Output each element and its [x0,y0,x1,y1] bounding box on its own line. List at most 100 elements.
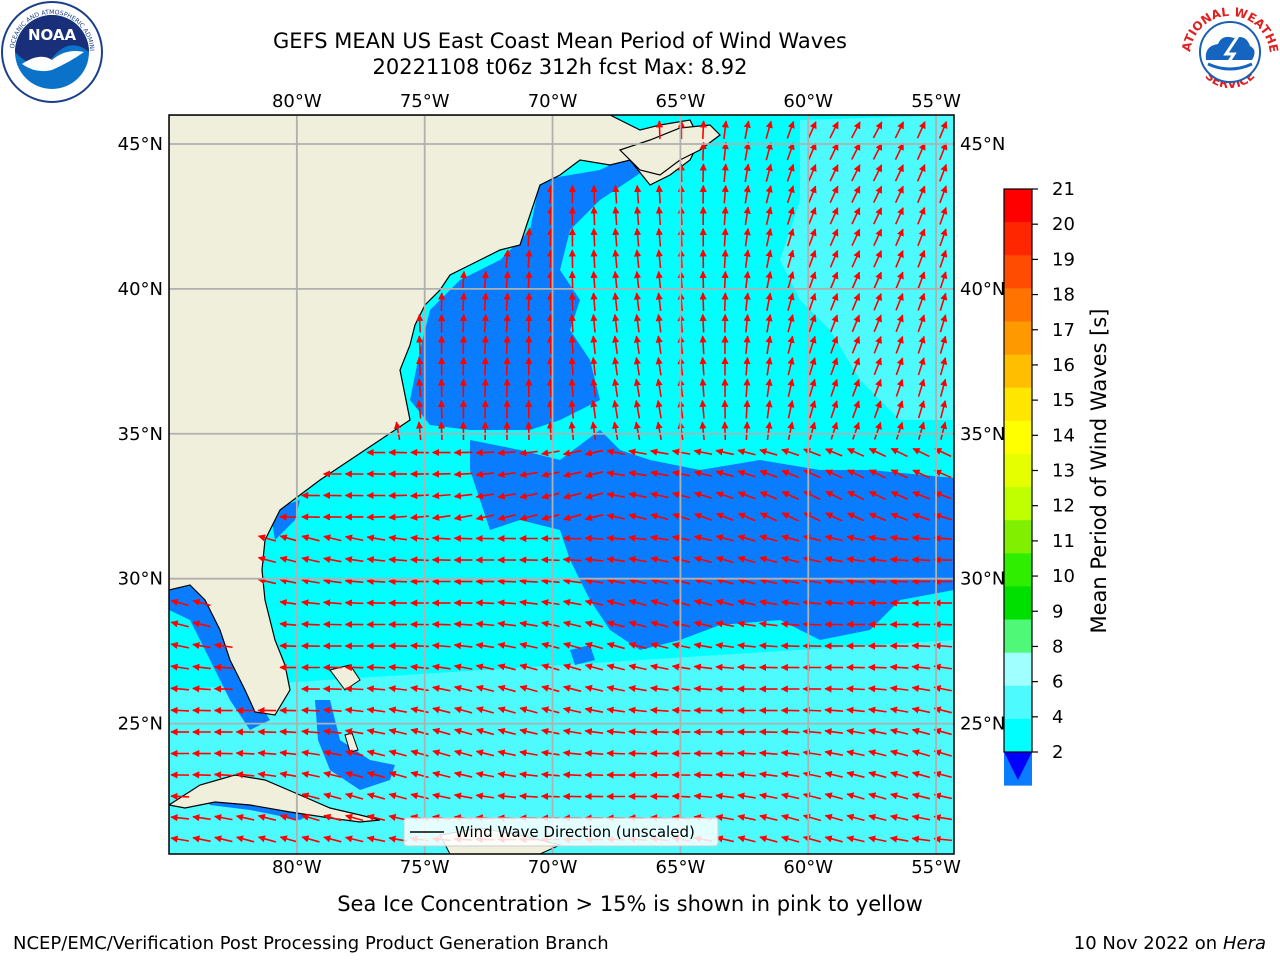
wind-wave-arrow [431,470,451,478]
wind-wave-arrow [917,378,926,397]
colorbar-tick-label: 21 [1052,179,1075,200]
wind-wave-arrow [519,771,538,779]
wind-wave-arrow [568,356,576,376]
wind-wave-arrow [721,292,729,312]
wind-wave-arrow [633,335,641,355]
wind-wave-arrow [213,771,233,779]
wind-wave-arrow [721,206,729,226]
wind-wave-arrow [867,663,887,672]
wind-wave-arrow [279,728,299,736]
wind-wave-arrow [808,400,817,419]
wind-wave-arrow [366,685,386,693]
wind-wave-arrow [829,142,839,160]
lat-tick-label: 45°N [960,134,1005,155]
wind-wave-arrow [415,421,424,441]
wind-wave-arrow [808,249,817,268]
wind-wave-arrow [829,207,839,225]
wind-wave-arrow [808,185,817,204]
wind-wave-arrow [851,271,861,290]
wind-wave-arrow [889,663,909,671]
wind-wave-arrow [873,378,882,397]
wind-wave-arrow [344,534,364,542]
wind-wave-arrow [765,356,773,376]
wind-wave-arrow [917,292,926,311]
wind-wave-arrow [497,492,516,500]
wind-wave-arrow [917,421,926,440]
wind-wave-arrow [584,492,604,500]
map-frame [168,114,955,855]
wind-wave-arrow [432,792,451,800]
wind-wave-arrow [540,449,560,457]
wind-wave-arrow [584,663,604,671]
wind-wave-arrow [257,728,277,736]
wind-wave-arrow [933,749,952,757]
wind-wave-arrow [671,663,691,671]
wind-wave-arrow [634,206,642,226]
wind-wave-arrow [939,357,948,376]
wind-wave-arrow [846,534,865,542]
wind-wave-arrow [475,706,495,714]
wind-wave-arrow [894,207,904,225]
wind-wave-arrow [825,469,843,479]
wind-wave-arrow [170,598,189,607]
lat-tick-label: 25°N [118,714,163,735]
colorbar-tick-label: 20 [1052,214,1075,235]
wind-wave-arrow [416,378,424,398]
wind-wave-arrow [214,814,233,822]
wind-wave-arrow [279,555,298,563]
wind-wave-arrow [547,184,555,204]
wind-wave-arrow [606,663,625,671]
wind-wave-arrow [415,399,424,419]
wind-wave-arrow [388,534,408,542]
wind-wave-arrow [213,685,233,693]
wind-wave-arrow [787,378,795,397]
wind-wave-arrow [912,469,930,479]
lon-tick-label: 70°W [528,857,578,878]
wind-wave-arrow [540,599,560,607]
wind-wave-arrow [872,142,883,160]
wind-wave-arrow [431,534,451,542]
wind-wave-arrow [366,513,386,521]
colorbar-tick-label: 2 [1052,742,1063,763]
lat-tick-label: 45°N [118,134,163,155]
wind-wave-arrow [563,641,582,650]
wind-wave-arrow [809,421,817,440]
wind-wave-arrow [279,835,298,843]
wind-wave-arrow [693,491,713,499]
wind-wave-arrow [475,792,495,800]
wind-wave-arrow [808,206,817,225]
wind-wave-arrow [890,770,909,779]
wind-wave-arrow [453,534,473,543]
wind-wave-arrow [737,771,756,779]
wind-wave-arrow [562,620,582,628]
wind-wave-arrow [323,749,342,757]
wind-wave-arrow [743,227,751,247]
wind-wave-arrow [895,357,904,376]
wind-wave-arrow [497,514,516,522]
wind-wave-arrow [940,421,948,440]
wind-wave-arrow [872,185,883,203]
lon-tick-label: 55°W [911,857,961,878]
wind-wave-arrow [851,314,861,333]
wind-wave-arrow [802,555,822,563]
wind-wave-arrow [765,378,773,398]
wind-wave-arrow [830,378,839,397]
wind-wave-arrow [503,356,511,376]
wind-wave-arrow [475,492,495,500]
lon-tick-label: 60°W [783,91,833,112]
wind-wave-arrow [934,469,952,479]
wind-wave-arrow [279,771,299,779]
wind-wave-arrow [737,577,756,585]
wind-wave-arrow [192,814,211,822]
wind-wave-arrow [737,642,756,650]
wind-wave-arrow [829,271,839,290]
wind-wave-arrow [257,534,277,542]
wind-wave-arrow [873,250,883,268]
wind-wave-arrow [721,421,729,441]
wind-wave-arrow [366,792,386,800]
wind-wave-arrow [388,513,408,521]
wind-wave-arrow [715,534,734,542]
wind-wave-arrow [850,142,861,160]
wind-wave-arrow [541,470,560,479]
wind-wave-arrow [807,164,817,182]
